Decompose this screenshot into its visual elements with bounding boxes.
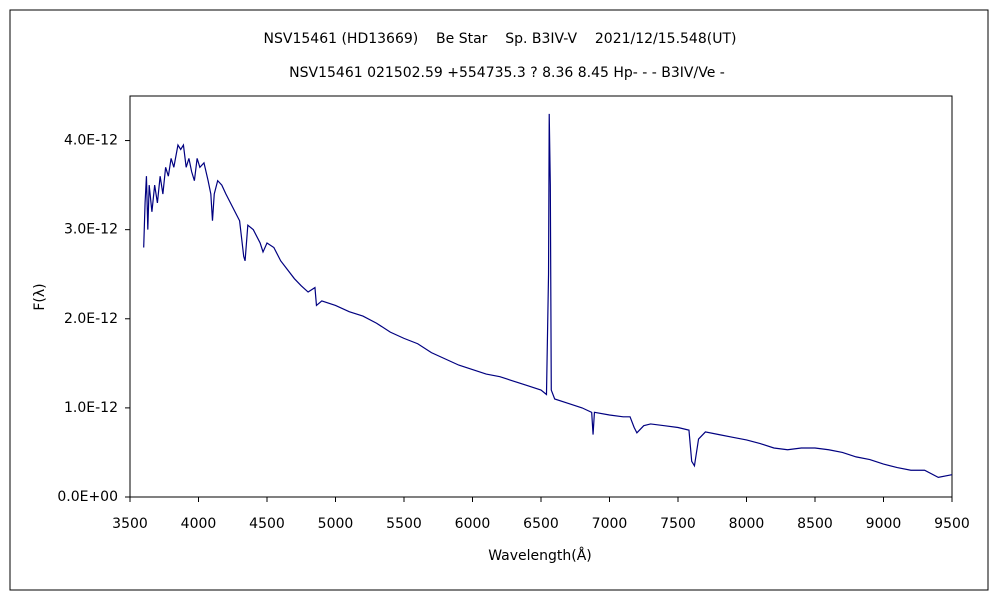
x-tick-label: 7500 [660,516,696,532]
y-tick-label: 2.0E-12 [64,311,118,327]
y-tick-label: 4.0E-12 [64,133,118,149]
x-axis-label: Wavelength(Å) [488,547,592,564]
x-tick-label: 8000 [729,516,765,532]
y-axis-label: F(λ) [32,283,48,310]
x-tick-label: 4000 [181,516,217,532]
x-tick-label: 8500 [797,516,833,532]
chart-title: NSV15461 (HD13669) Be Star Sp. B3IV-V 20… [264,31,737,47]
y-tick-label: 3.0E-12 [64,222,118,238]
x-tick-label: 7000 [592,516,628,532]
y-tick-label: 1.0E-12 [64,400,118,416]
x-tick-label: 6000 [455,516,491,532]
x-tick-label: 3500 [112,516,148,532]
chart-frame [9,9,989,591]
x-tick-label: 9000 [866,516,902,532]
x-tick-label: 5000 [318,516,354,532]
x-tick-label: 6500 [523,516,559,532]
x-tick-label: 5500 [386,516,422,532]
x-tick-label: 9500 [934,516,970,532]
spectrum-line [143,113,953,479]
y-tick-label: 0.0E+00 [57,489,118,505]
chart-subtitle: NSV15461 021502.59 +554735.3 ? 8.36 8.45… [289,65,725,81]
x-tick-label: 4500 [249,516,285,532]
